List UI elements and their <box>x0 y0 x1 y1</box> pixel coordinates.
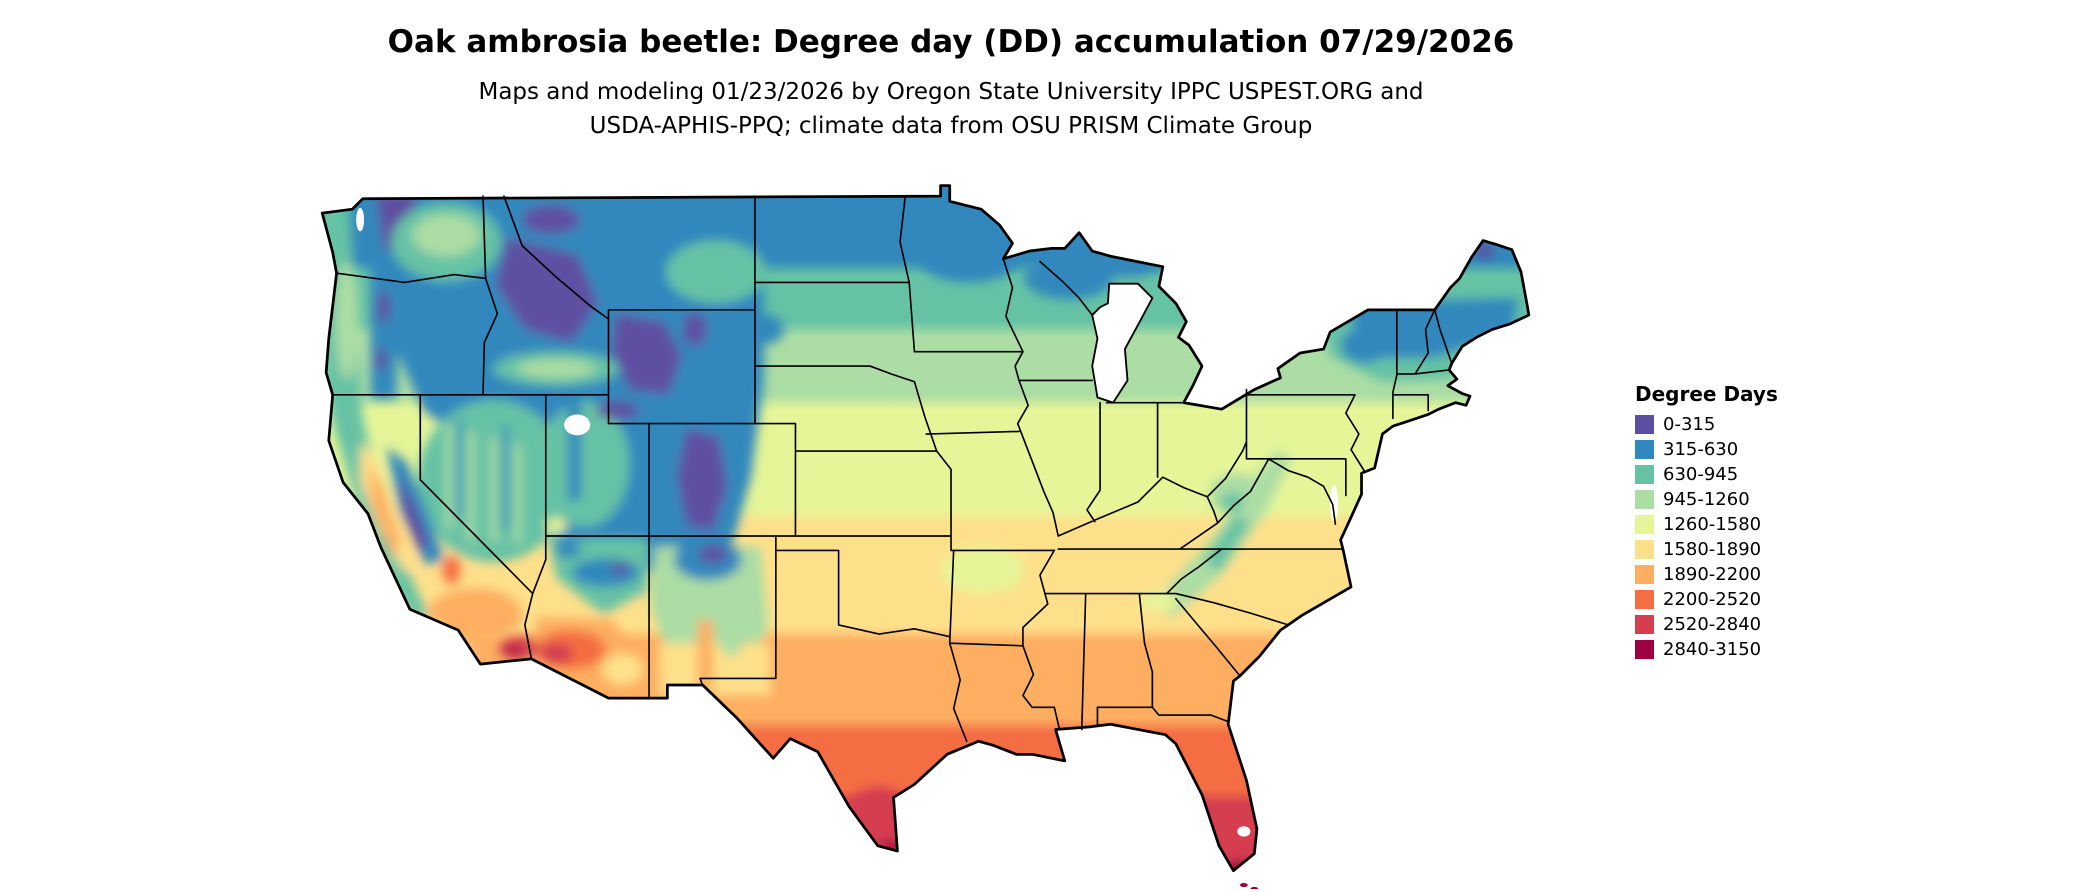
legend-swatch <box>1635 565 1654 584</box>
subtitle-line-2: USDA-APHIS-PPQ; climate data from OSU PR… <box>589 113 1313 140</box>
legend-item: 0-315 <box>1635 414 1778 435</box>
legend-swatch <box>1635 615 1654 634</box>
legend-swatch <box>1635 415 1654 434</box>
us-map-svg <box>320 184 1531 892</box>
legend-label: 0-315 <box>1663 414 1716 435</box>
legend-label: 1580-1890 <box>1663 539 1762 560</box>
legend-swatch <box>1635 640 1654 659</box>
legend-label: 1890-2200 <box>1663 564 1762 585</box>
lake-michigan <box>1091 282 1154 404</box>
legend-label: 315-630 <box>1663 439 1739 460</box>
map-header: Oak ambrosia beetle: Degree day (DD) acc… <box>0 24 1902 143</box>
lake-okeechobee <box>1237 826 1251 837</box>
legend-title: Degree Days <box>1635 382 1778 406</box>
legend-swatch <box>1635 440 1654 459</box>
legend-item: 630-945 <box>1635 464 1778 485</box>
us-degree-day-map <box>300 183 1555 892</box>
degree-days-legend: Degree Days 0-315 315-630 630-945 945-12… <box>1635 382 1778 665</box>
legend-label: 2200-2520 <box>1663 589 1762 610</box>
legend-item: 1260-1580 <box>1635 514 1778 535</box>
legend-swatch <box>1635 465 1654 484</box>
puget-sound <box>356 207 365 232</box>
legend-item: 315-630 <box>1635 439 1778 460</box>
chesapeake-bay <box>1330 485 1338 522</box>
state-borders <box>331 195 1453 743</box>
legend-swatch <box>1635 515 1654 534</box>
legend-label: 2840-3150 <box>1663 639 1762 660</box>
legend-label: 2520-2840 <box>1663 614 1762 635</box>
legend-item: 945-1260 <box>1635 489 1778 510</box>
legend-label: 945-1260 <box>1663 489 1750 510</box>
subtitle-line-1: Maps and modeling 01/23/2026 by Oregon S… <box>478 79 1424 106</box>
legend-swatch <box>1635 590 1654 609</box>
page-title: Oak ambrosia beetle: Degree day (DD) acc… <box>387 24 1515 60</box>
legend-item: 2200-2520 <box>1635 589 1778 610</box>
florida-keys <box>1239 882 1269 892</box>
legend-item: 1890-2200 <box>1635 564 1778 585</box>
legend-item: 2840-3150 <box>1635 639 1778 660</box>
legend-swatch <box>1635 540 1654 559</box>
legend-label: 630-945 <box>1663 464 1739 485</box>
page-subtitle: Maps and modeling 01/23/2026 by Oregon S… <box>0 75 1902 143</box>
legend-label: 1260-1580 <box>1663 514 1762 535</box>
great-salt-lake <box>564 414 591 436</box>
us-outline <box>320 184 1531 873</box>
legend-swatch <box>1635 490 1654 509</box>
legend-item: 1580-1890 <box>1635 539 1778 560</box>
legend-item: 2520-2840 <box>1635 614 1778 635</box>
